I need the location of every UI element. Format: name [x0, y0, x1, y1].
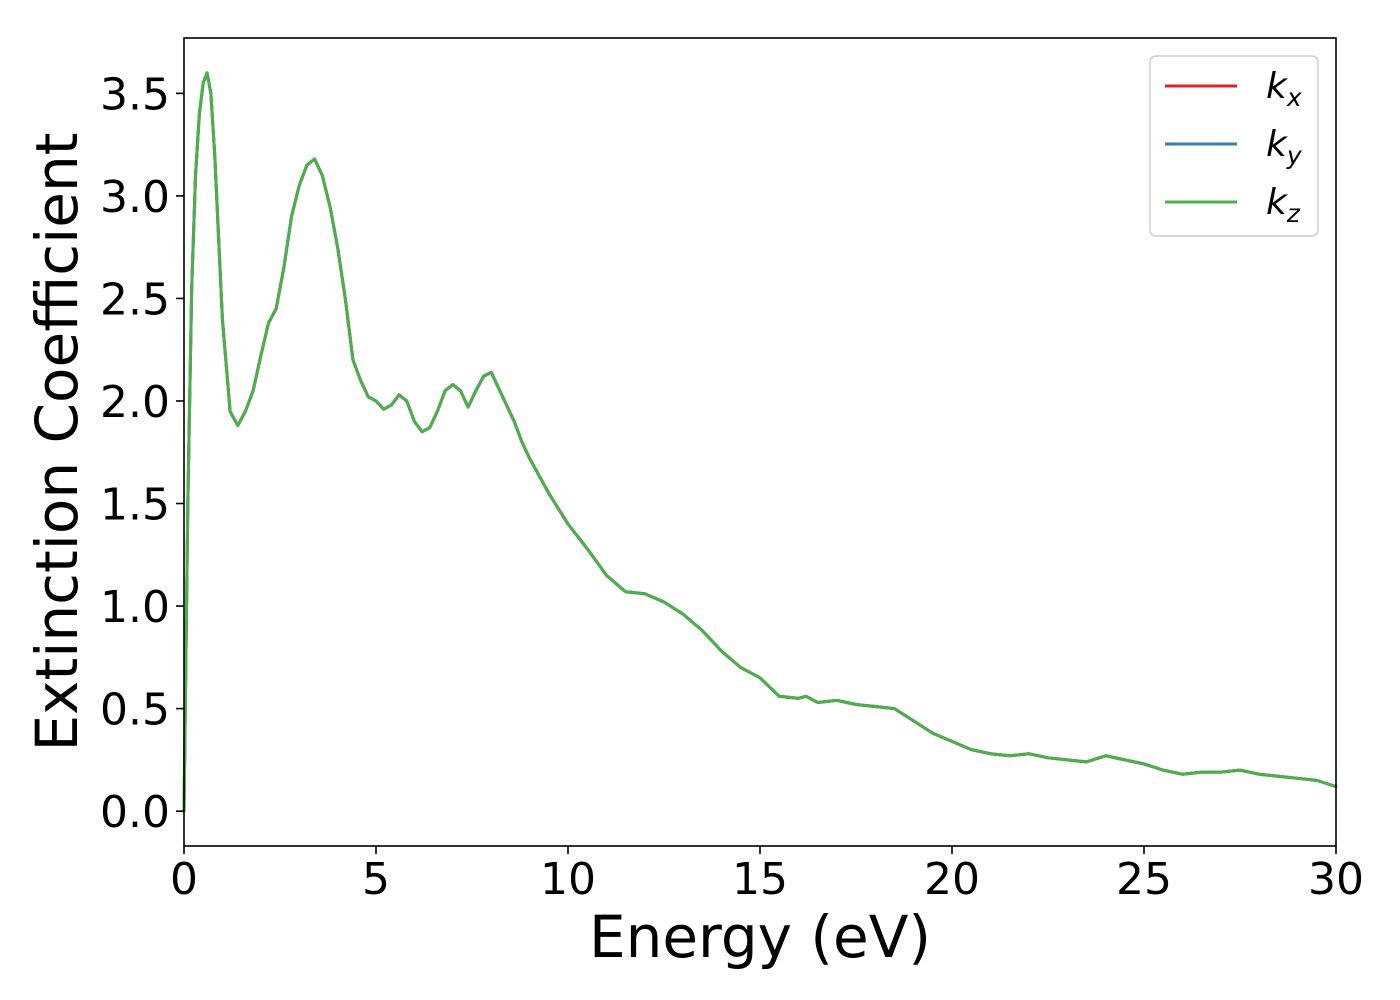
legend-label-k-x: kx: [1266, 66, 1302, 112]
y-tick-label: 1.0: [100, 582, 170, 633]
y-tick-label: 1.5: [100, 480, 170, 531]
y-axis: 0.0 0.5 1.0 1.5 2.0 2.5 3.0 3.5: [100, 69, 184, 838]
x-tick-label: 5: [362, 854, 390, 905]
y-tick-label: 3.5: [100, 69, 170, 120]
series-line-k-z: [182, 71, 1338, 813]
y-tick-label: 3.0: [100, 172, 170, 223]
x-tick-label: 15: [732, 854, 788, 905]
legend: kx ky kz: [1149, 55, 1319, 237]
x-tick-label: 30: [1308, 854, 1364, 905]
y-axis-label: Extinction Coefficient: [23, 133, 91, 752]
series-layer: [182, 71, 1338, 813]
y-tick-label: 0.5: [100, 685, 170, 736]
x-axis: 0 5 10 15 20 25 30: [170, 846, 1364, 905]
legend-box: [1149, 55, 1319, 237]
y-tick-label: 2.0: [100, 377, 170, 428]
legend-label-k-z: kz: [1266, 182, 1301, 228]
x-tick-label: 20: [924, 854, 980, 905]
x-tick-label: 0: [170, 854, 198, 905]
x-axis-label: Energy (eV): [589, 903, 931, 971]
y-tick-label: 0.0: [100, 787, 170, 838]
x-tick-label: 25: [1116, 854, 1172, 905]
x-tick-label: 10: [540, 854, 596, 905]
legend-label-k-y: ky: [1266, 124, 1303, 170]
y-tick-label: 2.5: [100, 274, 170, 325]
